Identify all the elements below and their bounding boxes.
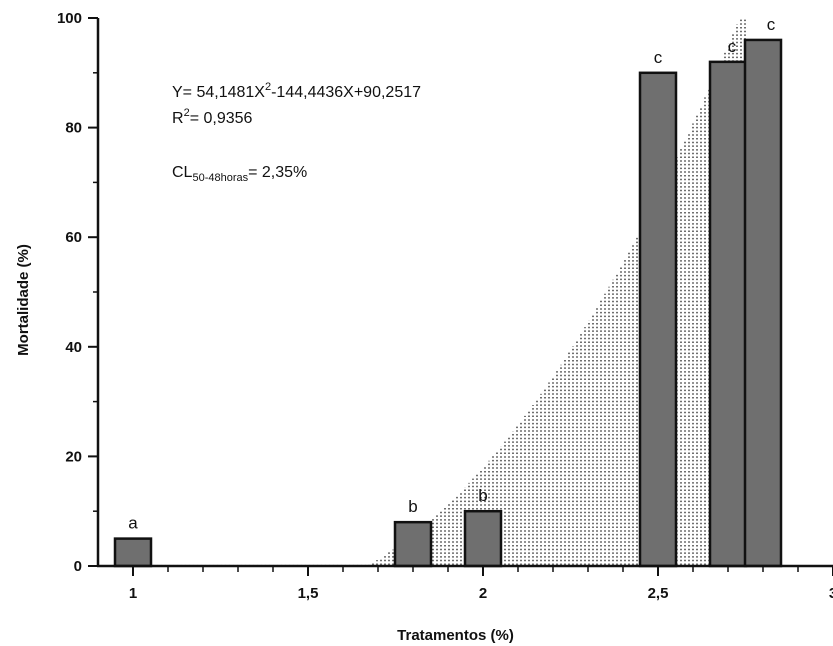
cl50-annotation: CL50-48horas= 2,35% — [172, 164, 307, 184]
bar-1 — [113, 537, 153, 568]
r2-suffix: = 0,9356 — [190, 110, 253, 127]
r2-exponent: 2 — [184, 107, 190, 119]
y-axis-title: Mortalidade (%) — [15, 244, 32, 356]
x-tick-label-1: 1,5 — [298, 585, 319, 602]
equation-annotation: Y= 54,1481X2-144,4436X+90,2517 — [172, 81, 421, 101]
cl-suffix: = 2,35% — [248, 164, 307, 181]
bar-6 — [743, 38, 783, 568]
bar-5 — [708, 60, 748, 568]
bar-3 — [463, 509, 503, 568]
y-tick-label-3: 60 — [65, 229, 82, 246]
r2-prefix: R — [172, 110, 184, 127]
r-squared-annotation: R2= 0,9356 — [172, 107, 253, 127]
bar-letter-1: a — [128, 514, 138, 533]
x-axis-title: Tratamentos (%) — [397, 627, 514, 644]
bar-letter-6: c — [767, 15, 776, 34]
bar-2 — [393, 520, 433, 568]
bar-letter-2: b — [408, 497, 417, 516]
equation-exponent: 2 — [265, 81, 271, 93]
x-tick-label-4: 3 — [829, 585, 833, 602]
x-tick-label-0: 1 — [129, 585, 137, 602]
y-tick-label-0: 0 — [74, 558, 82, 575]
y-tick-label-5: 100 — [57, 10, 82, 27]
bar-letter-5: c — [728, 37, 737, 56]
x-tick-label-2: 2 — [479, 585, 487, 602]
significance-letters: a b b c c c — [128, 15, 775, 533]
ticks: 0 20 40 60 80 100 1 1,5 2 2,5 3 — [57, 10, 833, 602]
bar-letter-3: b — [478, 486, 487, 505]
y-tick-label-2: 40 — [65, 339, 82, 356]
bar-4 — [638, 71, 678, 568]
bar-letter-4: c — [654, 48, 663, 67]
equation-prefix: Y= 54,1481X — [172, 84, 265, 101]
y-tick-label-4: 80 — [65, 120, 82, 137]
bars — [113, 38, 783, 568]
cl-subscript: 50-48horas — [192, 172, 248, 184]
cl-prefix: CL — [172, 164, 193, 181]
y-tick-label-1: 20 — [65, 448, 82, 465]
equation-suffix: -144,4436X+90,2517 — [271, 84, 421, 101]
x-tick-label-3: 2,5 — [648, 585, 669, 602]
